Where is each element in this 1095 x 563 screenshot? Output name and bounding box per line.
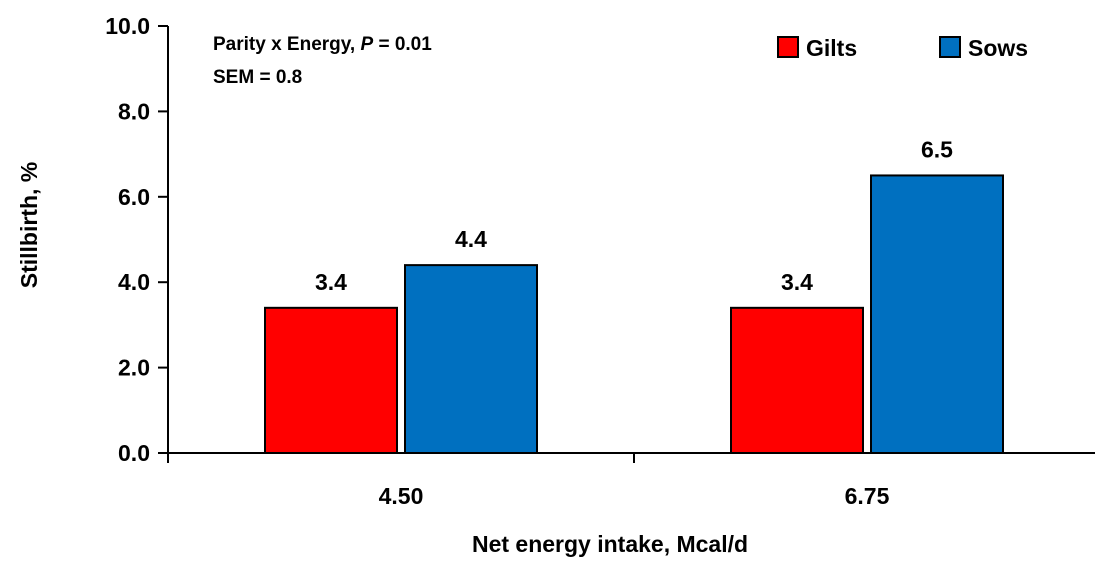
bar-gilts-0 bbox=[264, 306, 398, 454]
annotation-sem: SEM = 0.8 bbox=[213, 67, 302, 88]
y-tick-label: 8.0 bbox=[118, 98, 150, 124]
data-label-gilts-0: 3.4 bbox=[315, 269, 347, 295]
legend-swatch-sows bbox=[939, 36, 961, 58]
y-tick-label: 2.0 bbox=[118, 355, 150, 381]
bars bbox=[264, 174, 1004, 454]
data-labels: 3.4 4.4 3.4 6.5 bbox=[315, 136, 953, 294]
x-axis-title: Net energy intake, Mcal/d bbox=[472, 531, 748, 557]
x-tick-label: 6.75 bbox=[845, 483, 890, 509]
bar-gilts-1 bbox=[730, 306, 864, 454]
x-tick-label: 4.50 bbox=[379, 483, 424, 509]
data-label-sows-0: 4.4 bbox=[455, 226, 487, 252]
y-axis-title: Stillbirth, % bbox=[16, 162, 42, 289]
annotation-p-italic: P bbox=[361, 34, 374, 55]
bar-sows-1 bbox=[870, 174, 1004, 454]
y-tick-label: 6.0 bbox=[118, 184, 150, 210]
legend: Gilts Sows bbox=[777, 35, 1028, 61]
data-label-gilts-1: 3.4 bbox=[781, 269, 813, 295]
annotation-suffix: = 0.01 bbox=[373, 34, 432, 55]
annotation-prefix: Parity x Energy, bbox=[213, 34, 361, 55]
legend-swatch-gilts bbox=[777, 36, 799, 58]
legend-label-sows: Sows bbox=[968, 35, 1028, 61]
y-tick-label: 4.0 bbox=[118, 269, 150, 295]
bar-sows-0 bbox=[404, 264, 538, 454]
y-axis-ticks: 0.0 2.0 4.0 6.0 8.0 10.0 bbox=[105, 13, 168, 466]
x-axis-ticks: 4.50 6.75 bbox=[167, 453, 890, 509]
annotation-interaction: Parity x Energy, P = 0.01 bbox=[213, 34, 432, 55]
y-tick-label: 10.0 bbox=[105, 13, 150, 39]
legend-label-gilts: Gilts bbox=[806, 35, 857, 61]
data-label-sows-1: 6.5 bbox=[921, 136, 953, 162]
y-tick-label: 0.0 bbox=[118, 440, 150, 466]
